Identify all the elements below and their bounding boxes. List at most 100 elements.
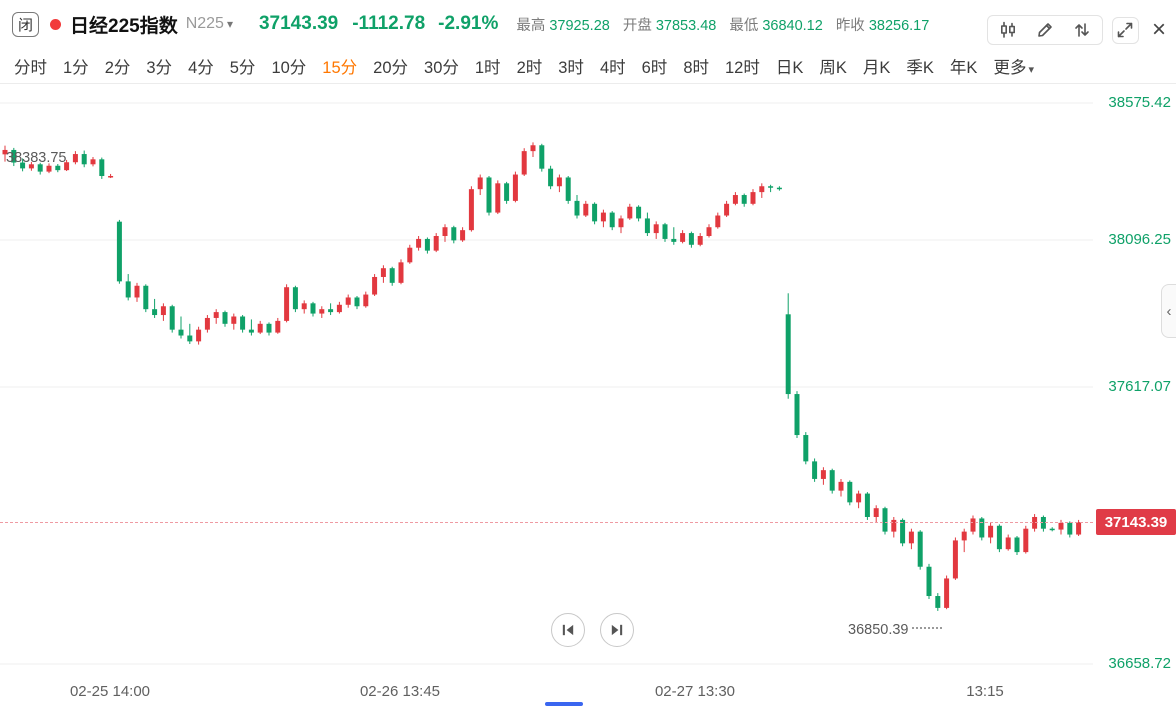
candle-body	[556, 177, 562, 187]
candle-body	[319, 309, 325, 314]
fullscreen-button[interactable]	[1111, 16, 1139, 44]
tab-2时[interactable]: 2时	[516, 58, 543, 77]
candle-body	[222, 312, 228, 324]
tab-3时[interactable]: 3时	[558, 58, 584, 77]
tab-更多[interactable]: 更多 ▾	[993, 58, 1034, 77]
skip-to-start-icon	[562, 624, 574, 636]
candle-body	[935, 596, 941, 608]
candle-body	[380, 268, 386, 277]
chevron-down-icon: ▾	[1028, 63, 1034, 76]
tab-年K[interactable]: 年K	[949, 58, 978, 77]
price-change-percent: -2.91%	[438, 13, 499, 34]
candle-body	[548, 168, 554, 187]
candle-body	[213, 312, 219, 318]
last-price: 37143.39	[258, 13, 339, 34]
candle-body	[812, 461, 818, 479]
candle-body	[495, 183, 501, 213]
panel-collapse-button[interactable]: ‹	[1161, 284, 1176, 338]
y-axis-label: 38575.42	[1108, 94, 1171, 111]
candle-body	[143, 285, 149, 310]
candle-body	[996, 525, 1002, 550]
candle-body	[160, 306, 166, 316]
playback-next-button[interactable]	[600, 613, 634, 647]
tab-月K[interactable]: 月K	[862, 58, 891, 77]
y-axis-label: 37617.07	[1108, 378, 1171, 395]
playback-prev-button[interactable]	[551, 613, 585, 647]
tab-分时[interactable]: 分时	[14, 58, 47, 77]
current-price-line	[0, 522, 1093, 524]
tab-4时[interactable]: 4时	[599, 58, 626, 77]
indicator-compare-button[interactable]	[1071, 19, 1093, 41]
tab-4分[interactable]: 4分	[188, 58, 214, 77]
candle-body	[292, 287, 298, 310]
tab-季K[interactable]: 季K	[906, 58, 934, 77]
stat-high: 最高 37925.28	[516, 17, 610, 34]
candle-body	[750, 192, 756, 204]
candle-body	[248, 329, 254, 333]
tab-20分[interactable]: 20分	[373, 58, 409, 77]
candle-body	[37, 164, 43, 172]
candle-body	[680, 233, 686, 242]
candle-body	[231, 316, 237, 324]
instrument-title: 日经225指数	[70, 15, 178, 37]
tab-15分[interactable]: 15分	[322, 58, 358, 77]
tab-3分[interactable]: 3分	[146, 58, 173, 77]
candle-body	[644, 218, 650, 234]
tab-日K[interactable]: 日K	[775, 58, 804, 77]
candle-body	[688, 233, 694, 245]
draw-button[interactable]	[1034, 19, 1056, 41]
chart-tools-group	[986, 15, 1103, 45]
candle-body	[336, 304, 342, 313]
candle-body	[433, 236, 439, 251]
candle-body	[99, 159, 105, 177]
tab-2分[interactable]: 2分	[104, 58, 131, 77]
tab-周K[interactable]: 周K	[819, 58, 847, 77]
tab-30分[interactable]: 30分	[424, 58, 459, 77]
candle-body	[398, 262, 404, 283]
candle-body	[609, 212, 615, 228]
candle-body	[794, 394, 800, 436]
candle-body	[407, 247, 413, 263]
tab-8时[interactable]: 8时	[683, 58, 709, 77]
symbol-dropdown-caret-icon[interactable]: ▾	[226, 17, 233, 31]
candle-body	[284, 287, 290, 321]
candle-body	[574, 200, 580, 216]
candle-body	[803, 435, 809, 462]
candle-body	[1014, 537, 1020, 553]
period-low-label: 36850.39	[848, 622, 943, 638]
candle-body	[618, 218, 624, 228]
close-button[interactable]: ×	[1148, 18, 1170, 42]
tab-10分[interactable]: 10分	[271, 58, 307, 77]
tab-5分[interactable]: 5分	[229, 58, 256, 77]
candle-body	[961, 531, 967, 541]
candle-body	[847, 481, 853, 503]
candle-body	[671, 238, 677, 242]
candle-body	[706, 227, 712, 237]
candle-body	[152, 309, 158, 316]
tab-1时[interactable]: 1时	[474, 58, 501, 77]
tab-6时[interactable]: 6时	[641, 58, 668, 77]
candlestick-chart[interactable]	[0, 84, 1176, 676]
candle-body	[416, 238, 422, 248]
x-axis-label: 13:15	[966, 683, 1004, 700]
timeframe-tabs: 分时 1分 2分 3分 4分 5分 10分 15分 20分 30分 1时 2时 3时 4时 6时 8时 12时日…	[0, 48, 1176, 84]
stat-low: 最低 36840.12	[729, 17, 823, 34]
pencil-icon	[1038, 23, 1052, 37]
candle-body	[882, 508, 888, 532]
candle-body	[266, 323, 272, 333]
candle-body	[468, 189, 474, 231]
candle-body	[741, 195, 747, 204]
tab-12时[interactable]: 12时	[725, 58, 760, 77]
chart-style-button[interactable]	[997, 19, 1019, 41]
status-dot-icon	[50, 18, 61, 30]
candle-body	[442, 227, 448, 237]
price-change: -1112.78	[352, 13, 426, 34]
candle-body	[134, 285, 140, 298]
candle-body	[785, 314, 791, 395]
tab-1分[interactable]: 1分	[63, 58, 89, 77]
x-axis-label: 02-26 13:45	[359, 683, 441, 700]
candle-body	[1049, 528, 1055, 531]
candle-body	[46, 165, 52, 172]
candle-body	[310, 303, 316, 314]
chart-toolbar: ×	[978, 15, 1170, 45]
